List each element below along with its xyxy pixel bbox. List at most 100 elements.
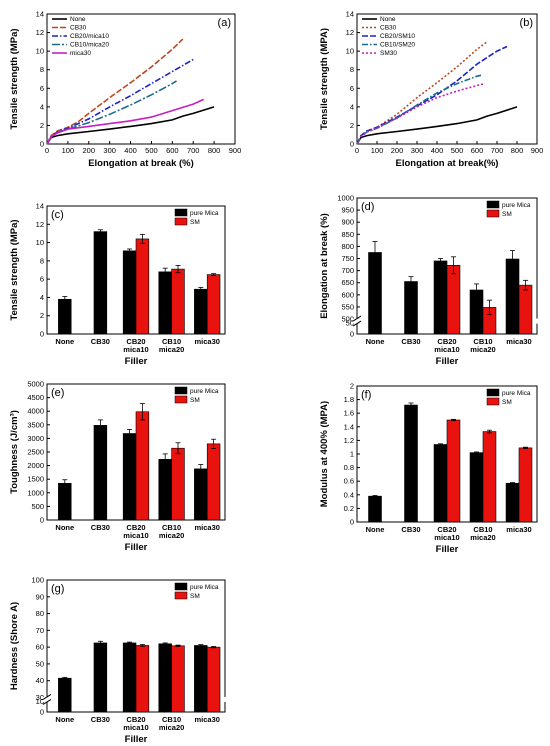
x-tick-label: 600 bbox=[471, 146, 484, 155]
y-tick-label: 0.4 bbox=[344, 490, 354, 499]
bar-pure-mica bbox=[122, 433, 137, 521]
category-label: CB30 bbox=[91, 715, 110, 724]
legend-label: CB30 bbox=[70, 25, 87, 32]
category-label: mica10 bbox=[434, 533, 459, 542]
y-tick-label: 60 bbox=[36, 643, 44, 652]
category-label: mica10 bbox=[123, 345, 148, 354]
y-tick-label: 10 bbox=[36, 697, 44, 706]
y-tick-label: 6 bbox=[40, 275, 44, 284]
category-label: mica30 bbox=[194, 523, 219, 532]
y-tick-label: 14 bbox=[36, 10, 44, 19]
bar-pure-mica bbox=[404, 404, 418, 523]
panel-label: (e) bbox=[51, 387, 64, 399]
legend-label: SM bbox=[502, 211, 512, 218]
x-tick-label: 300 bbox=[103, 146, 116, 155]
y-tick-label: 90 bbox=[36, 592, 44, 601]
plot-frame bbox=[356, 13, 538, 145]
legend-label: CB10/SM20 bbox=[380, 42, 415, 49]
axis-break-mark bbox=[42, 694, 52, 700]
y-axis-label: Tensile strength (MPa) bbox=[9, 28, 20, 129]
bar-pure-mica bbox=[158, 459, 172, 521]
category-label: CB20 bbox=[437, 525, 456, 534]
legend-swatch bbox=[174, 395, 188, 404]
y-axis-label: Modulus at 400% (MPA) bbox=[319, 401, 330, 507]
y-tick-label: 0.2 bbox=[344, 504, 354, 513]
y-tick-label: 1.2 bbox=[344, 436, 354, 445]
category-label: None bbox=[55, 523, 74, 532]
bar-sm bbox=[206, 646, 221, 713]
y-tick-label: 8 bbox=[40, 65, 44, 74]
chart-e: 0 500 1000 1500 2000 2500 3000 3500 4000 4500 5000… bbox=[9, 380, 226, 553]
x-axis-label: Filler bbox=[125, 356, 148, 367]
y-tick-label: 700 bbox=[341, 266, 354, 275]
legend-label: CB20/mica10 bbox=[70, 33, 109, 40]
y-tick-label: 800 bbox=[341, 242, 354, 251]
x-tick-label: 0 bbox=[355, 146, 359, 155]
bar-pure-mica bbox=[404, 281, 418, 335]
bar-sm bbox=[135, 645, 150, 713]
y-tick-label: 6 bbox=[350, 84, 354, 93]
series-line-sm30 bbox=[356, 82, 486, 145]
category-label: mica20 bbox=[159, 345, 184, 354]
y-tick-label: 500 bbox=[341, 315, 354, 324]
bar-pure-mica bbox=[194, 645, 208, 713]
y-tick-label: 10 bbox=[36, 47, 44, 56]
chart-c: 0 2 4 6 8 10 12 14 (c) Tensile strength (MPa) None… bbox=[9, 202, 226, 367]
x-tick-label: 400 bbox=[431, 146, 444, 155]
bar-sm bbox=[135, 238, 150, 335]
legend-label: None bbox=[380, 16, 396, 23]
legend-swatch bbox=[174, 208, 188, 217]
y-tick-label: 500 bbox=[31, 502, 44, 511]
legend-label: CB10/mica20 bbox=[70, 42, 109, 49]
y-tick-label: 0 bbox=[350, 518, 354, 527]
y-tick-label: 3000 bbox=[27, 434, 44, 443]
panel-label: (f) bbox=[361, 389, 371, 401]
y-tick-label: 2 bbox=[350, 382, 354, 391]
legend-swatch bbox=[174, 386, 188, 395]
bar-pure-mica bbox=[469, 452, 484, 523]
bar-sm bbox=[446, 264, 461, 335]
y-tick-label: 2 bbox=[40, 311, 44, 320]
category-label: CB20 bbox=[437, 337, 456, 346]
y-tick-label: 1.6 bbox=[344, 409, 354, 418]
x-tick-label: 200 bbox=[83, 146, 96, 155]
bar-pure-mica bbox=[469, 289, 484, 335]
category-label: None bbox=[55, 715, 74, 724]
x-axis-label: Filler bbox=[125, 734, 148, 745]
category-label: mica20 bbox=[470, 533, 495, 542]
axis-break-mark bbox=[352, 315, 362, 322]
y-tick-label: 12 bbox=[36, 28, 44, 37]
category-label: CB20 bbox=[126, 715, 145, 724]
legend-swatch bbox=[486, 200, 500, 209]
y-tick-label: 0 bbox=[350, 330, 354, 339]
y-tick-label: 2 bbox=[350, 121, 354, 130]
legend-swatch bbox=[486, 397, 500, 406]
bar-pure-mica bbox=[433, 260, 448, 335]
y-tick-label: 12 bbox=[36, 220, 44, 229]
y-tick-label: 4000 bbox=[27, 407, 44, 416]
legend-label: pure Mica bbox=[190, 388, 219, 395]
y-axis-label: Tensile strength (MPa) bbox=[9, 219, 20, 320]
legend-label: pure Mica bbox=[502, 202, 531, 209]
series-line-cb10-mica20 bbox=[46, 80, 177, 145]
y-tick-label: 900 bbox=[341, 218, 354, 227]
bar-pure-mica bbox=[122, 642, 137, 713]
panel-label: (b) bbox=[520, 17, 533, 29]
y-tick-label: 3500 bbox=[27, 420, 44, 429]
y-tick-label: 70 bbox=[36, 626, 44, 635]
x-axis-label: Elongation at break (%) bbox=[88, 158, 194, 169]
bar-pure-mica bbox=[505, 258, 520, 335]
category-label: mica30 bbox=[506, 337, 531, 346]
y-axis-label: Tensile strength (MPA) bbox=[319, 28, 330, 130]
legend-label: pure Mica bbox=[190, 210, 219, 217]
y-tick-label: 550 bbox=[341, 302, 354, 311]
series-line-none bbox=[356, 106, 518, 145]
legend-label: pure Mica bbox=[502, 390, 531, 397]
y-axis-label: Toughness (J/cm³) bbox=[9, 410, 20, 494]
category-label: CB10 bbox=[162, 523, 181, 532]
plot-frame bbox=[46, 13, 236, 145]
bar-sm bbox=[482, 431, 497, 523]
bar-sm bbox=[171, 268, 185, 335]
category-label: CB30 bbox=[401, 525, 420, 534]
